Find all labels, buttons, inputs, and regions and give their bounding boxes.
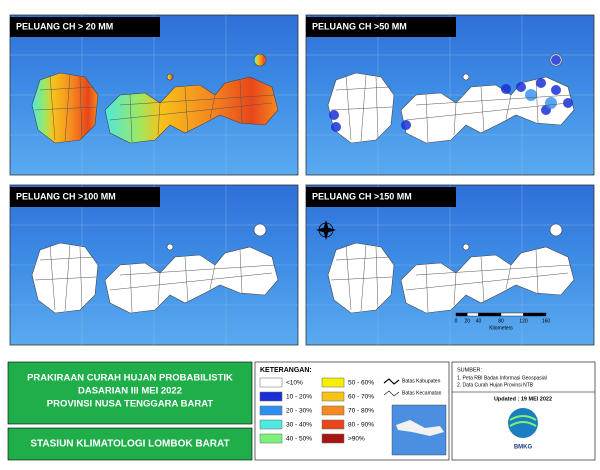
panel-title: PELUANG CH >50 MM <box>312 21 407 31</box>
rain-patch <box>525 89 537 101</box>
rain-patch <box>551 55 561 65</box>
legend-label: 10 - 20% <box>286 394 312 401</box>
title-line: PRAKIRAAN CURAH HUJAN PROBABILISTIK <box>27 373 233 384</box>
legend-swatch <box>259 377 283 388</box>
scale-label: 20 <box>464 318 470 324</box>
legend-swatch <box>321 391 345 402</box>
panel-title: PELUANG CH > 20 MM <box>16 21 113 31</box>
scale-segment <box>500 312 524 317</box>
legend-label: <10% <box>286 380 303 387</box>
rain-patch <box>331 122 341 132</box>
legend-heading: KETERANGAN: <box>260 367 312 374</box>
legend-label: 50 - 60% <box>348 380 374 387</box>
source-heading: SUMBER: <box>457 367 483 373</box>
title-line: DASARIAN III MEI 2022 <box>78 386 182 397</box>
rain-patch <box>536 78 546 88</box>
panel-title: PELUANG CH >150 MM <box>312 191 412 201</box>
rain-patch <box>501 84 511 94</box>
map-panel: PELUANG CH >150 MM 0 20 40 80 120 160 Kilometer… <box>305 184 595 346</box>
scale-label: 40 <box>476 318 482 324</box>
updated: Updated : 19 MEI 2022 <box>494 396 552 402</box>
legend-swatch <box>259 433 283 444</box>
legend-label: 40 - 50% <box>286 436 312 443</box>
scale-segment <box>523 312 547 317</box>
legend-label: 20 - 30% <box>286 408 312 415</box>
inset-land <box>396 420 444 436</box>
map-panel: PELUANG CH >100 MM <box>9 184 299 346</box>
panel-title-box <box>10 187 160 207</box>
legend-label: 60 - 70% <box>348 394 374 401</box>
legend-swatch <box>321 419 345 430</box>
scale-segment <box>467 312 479 317</box>
rain-patch <box>545 97 557 109</box>
rain-patch <box>329 110 339 120</box>
legend-label: 80 - 90% <box>348 422 374 429</box>
panel-title-box <box>306 187 456 207</box>
rain-patch <box>401 120 411 130</box>
legend-swatch <box>321 405 345 416</box>
logo-text: BMKG <box>514 445 533 451</box>
rain-patch <box>551 85 561 95</box>
legend-swatch <box>321 433 345 444</box>
legend-swatch <box>321 377 345 388</box>
boundary-label: Batas Kecamatan <box>402 390 442 396</box>
title-box <box>7 361 253 425</box>
station-name: STASIUN KLIMATOLOGI LOMBOK BARAT <box>30 439 229 450</box>
scale-label: 160 <box>542 318 551 324</box>
panel-title: PELUANG CH >100 MM <box>16 191 116 201</box>
logo-mark <box>509 415 537 427</box>
source-item: 2. Data Curah Hujan Provinsi NTB <box>457 382 534 388</box>
north-arrow <box>316 220 336 240</box>
boundary-icon <box>383 390 400 397</box>
scale-label: 0 <box>455 318 458 324</box>
station-box <box>7 427 253 461</box>
map-panel: PELUANG CH >50 MM <box>305 14 595 176</box>
panel-title-box <box>10 17 160 37</box>
legend-swatch <box>259 391 283 402</box>
map-panel: PELUANG CH > 20 MM <box>9 14 299 176</box>
boundary-icon <box>383 378 400 385</box>
legend-label: 70 - 80% <box>348 408 374 415</box>
source-item: 1. Peta RBI Badan Informasi Geospasial <box>457 375 547 381</box>
scale-segment <box>455 312 468 317</box>
legend-label: >90% <box>348 436 365 443</box>
rain-patch <box>516 82 526 92</box>
panel-title-box <box>306 17 456 37</box>
boundary-label: Batas Kabupaten <box>402 378 441 384</box>
scale-unit: Kilometers <box>489 325 513 331</box>
title-line: PROVINSI NUSA TENGGARA BARAT <box>47 399 214 410</box>
legend-swatch <box>259 405 283 416</box>
legend-label: 30 - 40% <box>286 422 312 429</box>
legend-swatch <box>259 419 283 430</box>
scale-label: 80 <box>498 318 504 324</box>
scale-segment <box>478 312 502 317</box>
scale-label: 120 <box>519 318 528 324</box>
